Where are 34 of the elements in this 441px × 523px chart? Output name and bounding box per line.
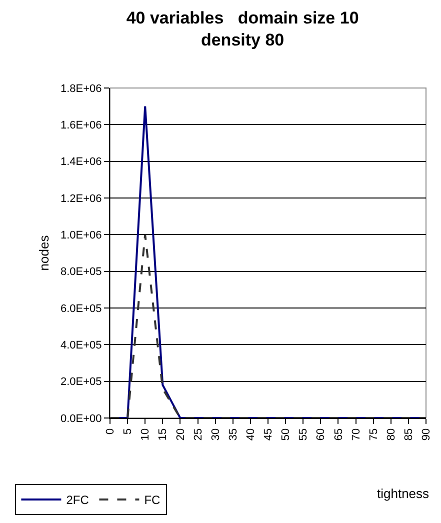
x-tick-label: 65 [332, 428, 345, 441]
x-tick-label: 5 [122, 428, 134, 435]
y-tick-label: 1.4E+06 [60, 156, 102, 168]
x-tick-label: 70 [350, 428, 362, 441]
x-tick-label: 0 [104, 428, 117, 435]
y-tick-label: 1.6E+06 [60, 120, 102, 132]
y-axis-title: nodes [36, 234, 52, 271]
y-tick-label: 1.2E+06 [60, 192, 102, 205]
y-tick-label: 6.0E+05 [60, 302, 102, 315]
x-tick-label: 30 [210, 428, 222, 441]
chart-title: 40 variables domain size 10 density 80 [126, 8, 359, 50]
legend-label: 2FC [66, 493, 90, 508]
y-tick-label: 2.0E+05 [60, 376, 102, 388]
x-tick-label: 55 [298, 428, 310, 441]
x-tick-label: 75 [368, 428, 380, 441]
x-axis-title: tightness [377, 486, 430, 501]
y-tick-label: 0.0E+00 [60, 412, 102, 425]
x-tick-label: 90 [420, 428, 433, 441]
y-tick-label: 1.0E+06 [60, 230, 102, 242]
x-tick-label: 40 [245, 428, 258, 441]
x-tick-label: 35 [227, 428, 240, 441]
x-tick-label: 50 [280, 428, 292, 441]
x-tick-label: 25 [192, 428, 204, 441]
x-tick-label: 15 [157, 428, 170, 441]
x-tick-label: 45 [262, 428, 275, 441]
x-tick-label: 80 [385, 428, 398, 441]
x-tick-label: 10 [140, 428, 152, 441]
y-tick-label: 8.0E+05 [60, 266, 102, 278]
x-tick-label: 60 [315, 428, 328, 441]
x-tick-label: 20 [174, 428, 187, 441]
y-tick-label: 1.8E+06 [60, 82, 102, 95]
legend-label: FC [144, 493, 161, 508]
y-tick-label: 4.0E+05 [60, 340, 102, 352]
x-tick-label: 85 [403, 428, 416, 441]
